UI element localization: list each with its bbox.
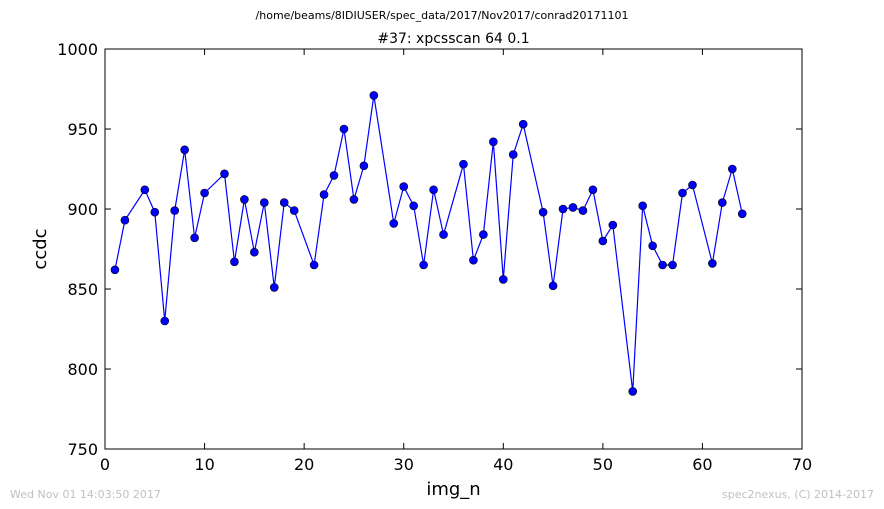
data-point bbox=[399, 182, 409, 191]
data-point bbox=[170, 206, 179, 215]
data-point bbox=[409, 201, 418, 211]
y-axis: 750 800 850 900 950 1000 bbox=[57, 40, 802, 459]
data-point bbox=[708, 259, 717, 268]
data-point bbox=[200, 188, 209, 198]
data-point bbox=[389, 219, 399, 228]
data-point bbox=[439, 230, 448, 239]
x-tick-label: 0 bbox=[100, 455, 110, 474]
data-point bbox=[190, 233, 199, 243]
data-point bbox=[459, 159, 468, 169]
data-point bbox=[180, 145, 189, 155]
data-point bbox=[269, 283, 279, 292]
data-point bbox=[598, 236, 608, 246]
data-point bbox=[518, 119, 528, 129]
y-tick-label: 750 bbox=[67, 440, 98, 459]
x-tick-label: 70 bbox=[792, 455, 812, 474]
data-point bbox=[489, 137, 498, 147]
x-tick-label: 10 bbox=[194, 455, 214, 474]
data-point bbox=[329, 171, 339, 180]
data-point bbox=[578, 206, 588, 215]
data-point bbox=[648, 241, 657, 251]
data-point bbox=[568, 203, 578, 212]
x-tick-label: 40 bbox=[493, 455, 513, 474]
y-tick-label: 900 bbox=[67, 200, 98, 219]
data-point bbox=[678, 188, 687, 198]
copyright-footer: spec2nexus, (C) 2014-2017 bbox=[722, 488, 874, 501]
data-point bbox=[727, 164, 737, 174]
timestamp-footer: Wed Nov 01 14:03:50 2017 bbox=[10, 488, 161, 501]
series-layer bbox=[110, 91, 747, 396]
data-point bbox=[638, 201, 647, 211]
data-point bbox=[508, 150, 518, 159]
data-point bbox=[289, 206, 299, 215]
data-point bbox=[240, 195, 249, 204]
x-tick-label: 60 bbox=[692, 455, 712, 474]
x-tick-label: 20 bbox=[294, 455, 314, 474]
data-point bbox=[279, 198, 289, 207]
data-point bbox=[658, 260, 667, 270]
data-point bbox=[429, 185, 438, 195]
data-point bbox=[120, 215, 130, 225]
data-point bbox=[230, 257, 239, 267]
data-point bbox=[479, 230, 488, 239]
data-point bbox=[150, 207, 160, 217]
data-point bbox=[419, 260, 428, 270]
series-line bbox=[114, 95, 743, 392]
y-tick-label: 850 bbox=[67, 280, 98, 299]
data-point bbox=[628, 387, 638, 396]
y-tick-label: 1000 bbox=[57, 40, 98, 59]
x-tick-label: 30 bbox=[394, 455, 414, 474]
data-point bbox=[220, 169, 229, 179]
data-point bbox=[718, 198, 727, 207]
data-point bbox=[319, 190, 329, 199]
file-path-title: /home/beams/8IDIUSER/spec_data/2017/Nov2… bbox=[256, 9, 629, 22]
data-point bbox=[160, 316, 170, 326]
x-tick-label: 50 bbox=[593, 455, 613, 474]
data-point bbox=[608, 220, 618, 230]
chart-title: #37: xpcsscan 64 0.1 bbox=[377, 31, 529, 47]
data-point bbox=[349, 195, 359, 204]
plot-area bbox=[104, 48, 803, 450]
data-point bbox=[668, 260, 677, 270]
plot-frame bbox=[104, 48, 803, 450]
data-point bbox=[140, 185, 150, 195]
y-tick-label: 950 bbox=[67, 120, 98, 139]
data-point bbox=[369, 91, 379, 100]
data-point bbox=[588, 185, 598, 195]
data-point bbox=[339, 124, 349, 134]
x-axis: 0 10 20 30 40 50 60 70 bbox=[100, 49, 812, 474]
data-point bbox=[498, 275, 508, 284]
data-point bbox=[359, 161, 369, 171]
data-point bbox=[250, 247, 259, 257]
data-point bbox=[688, 180, 697, 190]
data-point bbox=[469, 255, 478, 265]
y-tick-label: 800 bbox=[67, 360, 98, 379]
data-point bbox=[538, 207, 548, 217]
data-point bbox=[110, 265, 120, 275]
data-point bbox=[309, 260, 319, 270]
data-point bbox=[260, 198, 269, 207]
data-point bbox=[737, 209, 747, 219]
y-axis-label: ccdc bbox=[30, 228, 51, 269]
data-point bbox=[558, 204, 568, 214]
data-point bbox=[548, 281, 558, 291]
x-axis-label: img_n bbox=[426, 479, 480, 500]
